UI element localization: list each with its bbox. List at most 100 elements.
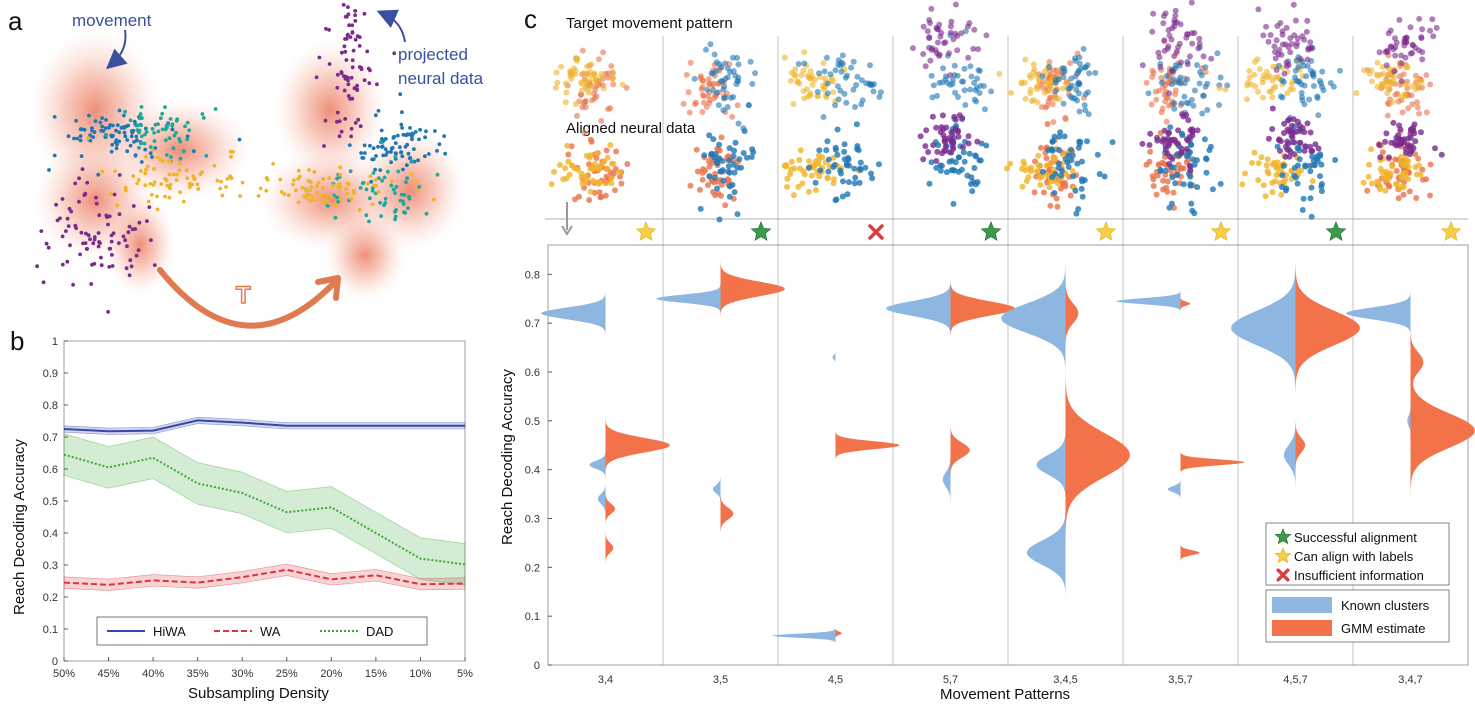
- thumb-dot: [1392, 52, 1399, 59]
- scatter-dot: [96, 231, 101, 235]
- thumb-dot: [1194, 127, 1201, 134]
- thumb-dot: [1035, 162, 1042, 169]
- scatter-dot: [377, 176, 381, 181]
- thumb-dot: [1386, 154, 1392, 161]
- thumb-dot: [1062, 183, 1069, 190]
- scatter-dot: [60, 262, 65, 267]
- thumb-dot: [933, 164, 940, 171]
- scatter-dot: [150, 126, 155, 131]
- thumb-dot: [724, 104, 731, 110]
- thumb-dot: [612, 166, 619, 172]
- thumb-dot: [1183, 112, 1190, 118]
- thumb-dot: [1179, 132, 1186, 139]
- thumb-dot: [1028, 164, 1035, 171]
- thumb-dot: [846, 179, 852, 186]
- scatter-dot: [175, 172, 179, 177]
- thumb-dot: [554, 79, 561, 86]
- scatter-dot: [334, 203, 338, 208]
- thumb-dot: [1289, 86, 1296, 93]
- thumb-dot: [699, 176, 706, 183]
- scatter-dot: [314, 190, 319, 195]
- scatter-dot: [109, 239, 114, 244]
- thumb-dot: [928, 72, 935, 79]
- thumb-dot: [1196, 80, 1203, 87]
- thumb-dot: [1051, 133, 1058, 140]
- thumb-dot: [726, 169, 733, 176]
- projected-label-line1: projected: [398, 45, 468, 64]
- thumb-dot: [1314, 157, 1321, 164]
- scatter-dot: [400, 154, 405, 159]
- thumb-dot: [1172, 87, 1179, 94]
- scatter-dot: [151, 183, 156, 187]
- thumb-dot: [1280, 162, 1287, 169]
- thumb-dot: [1264, 156, 1271, 163]
- status-legend-label: Can align with labels: [1294, 549, 1414, 564]
- thumb-dot: [1172, 180, 1179, 187]
- scatter-dot: [114, 138, 119, 143]
- thumb-dot: [942, 143, 949, 150]
- scatter-dot: [92, 261, 97, 266]
- thumb-dot: [1082, 107, 1089, 114]
- thumb-dot: [1076, 80, 1083, 87]
- thumb-dot: [612, 187, 618, 194]
- scatter-dot: [374, 183, 378, 188]
- scatter-dot: [408, 156, 413, 160]
- thumb-dot: [1393, 181, 1400, 188]
- scatter-dot: [383, 196, 388, 201]
- thumb-dot: [1065, 164, 1072, 170]
- thumb-dot: [795, 61, 802, 67]
- thumb-dot: [1332, 157, 1339, 163]
- transform-arrow-head: [315, 275, 341, 301]
- thumb-dot: [1169, 68, 1176, 75]
- thumb-dot: [1054, 203, 1061, 210]
- thumb-dot: [1256, 66, 1263, 73]
- scatter-dot: [338, 197, 343, 202]
- scatter-dot: [171, 172, 176, 177]
- thumb-dot: [730, 153, 737, 159]
- thumb-dot: [1246, 74, 1253, 81]
- scatter-dot: [185, 134, 190, 139]
- thumb-dot: [1050, 119, 1057, 125]
- scatter-dot: [335, 85, 340, 90]
- scatter-dot: [366, 181, 370, 186]
- scatter-dot: [83, 241, 88, 246]
- scatter-dot: [41, 280, 46, 285]
- thumb-dot: [974, 75, 981, 82]
- thumb-dot: [1166, 129, 1172, 136]
- thumb-dot: [850, 86, 857, 93]
- thumb-dot: [735, 61, 742, 68]
- thumb-dot: [787, 166, 794, 173]
- scatter-dot: [165, 153, 169, 157]
- thumb-dot: [1169, 174, 1176, 181]
- scatter-dot: [178, 139, 183, 144]
- scatter-dot: [355, 88, 360, 92]
- thumb-dot: [731, 147, 737, 154]
- c-cluster-thumbnails: [548, 0, 1445, 223]
- thumb-dot: [715, 102, 722, 109]
- thumb-dot: [725, 163, 732, 170]
- thumb-dot: [1427, 192, 1433, 199]
- thumb-dot: [710, 136, 717, 143]
- thumb-dot: [1038, 104, 1045, 110]
- thumb-dot: [1195, 45, 1202, 52]
- thumb-dot: [1279, 31, 1286, 38]
- thumb-dot: [1404, 64, 1411, 71]
- thumb-dot: [820, 114, 827, 120]
- thumb-dot: [618, 180, 625, 187]
- aligned-row-label: Aligned neural data: [566, 120, 696, 137]
- scatter-dot: [192, 177, 197, 181]
- thumb-dot: [1166, 90, 1173, 97]
- thumb-dot: [706, 132, 713, 139]
- thumb-dot: [1072, 57, 1079, 64]
- b-y-tick-label: 0.4: [43, 528, 58, 540]
- scatter-dot: [435, 149, 439, 153]
- scatter-dot: [88, 237, 92, 242]
- thumb-dot: [735, 78, 742, 85]
- thumb-dot: [1304, 120, 1311, 127]
- thumb-dot: [1046, 184, 1053, 191]
- scatter-dot: [135, 138, 139, 143]
- thumb-dot: [820, 60, 827, 66]
- thumb-dot: [1263, 23, 1270, 30]
- thumb-dot: [594, 150, 600, 157]
- thumb-dot: [563, 89, 570, 96]
